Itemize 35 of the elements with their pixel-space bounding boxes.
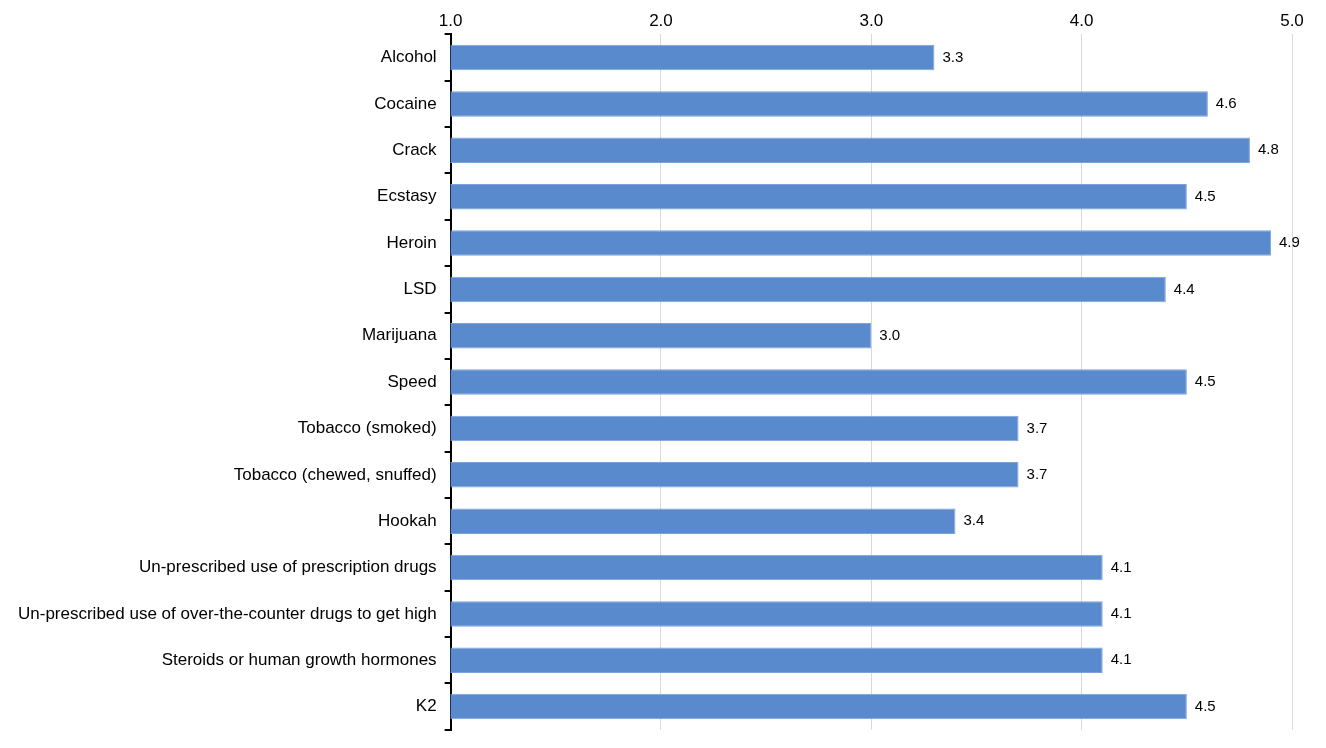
y-tick-label: Tobacco (smoked) [297,418,437,438]
x-tick-label: 4.0 [1069,10,1094,30]
y-tick-label: Crack [392,139,438,159]
data-label: 4.1 [1110,650,1132,668]
y-tick-label: Un-prescribed use of prescription drugs [138,557,437,577]
x-tick-label: 3.0 [859,10,884,30]
data-label: 3.0 [879,325,901,343]
data-label: 3.3 [942,47,964,65]
x-tick-label: 2.0 [649,10,673,30]
data-label: 4.5 [1194,372,1216,390]
data-label: 4.4 [1173,279,1195,297]
data-label: 3.4 [963,511,985,529]
y-tick-label: Marijuana [361,325,438,345]
data-label: 4.5 [1194,696,1216,714]
data-label: 4.6 [1215,94,1237,112]
data-label: 4.1 [1110,557,1132,575]
y-tick-label: Heroin [386,232,437,252]
data-label: 3.7 [1026,418,1048,436]
x-tick-label: 5.0 [1280,10,1304,30]
y-tick-label: K2 [415,696,437,716]
y-tick-label: Cocaine [374,93,437,113]
data-label: 4.5 [1194,186,1216,204]
y-tick-label: Speed [387,371,437,391]
data-label: 4.8 [1257,140,1279,158]
y-tick-label: Hookah [378,510,437,530]
y-tick-label: Steroids or human growth hormones [161,649,437,669]
y-tick-label: Ecstasy [377,186,438,206]
data-label: 4.1 [1110,604,1132,622]
y-tick-label: Tobacco (chewed, snuffed) [233,464,437,484]
y-tick-label: Un-prescribed use of over-the-counter drugs to get high [17,603,437,623]
y-tick-label: LSD [403,279,437,299]
data-label: 4.9 [1278,233,1300,251]
x-tick-label: 1.0 [438,10,463,30]
data-label: 3.7 [1026,464,1048,482]
y-tick-label: Alcohol [380,47,437,67]
